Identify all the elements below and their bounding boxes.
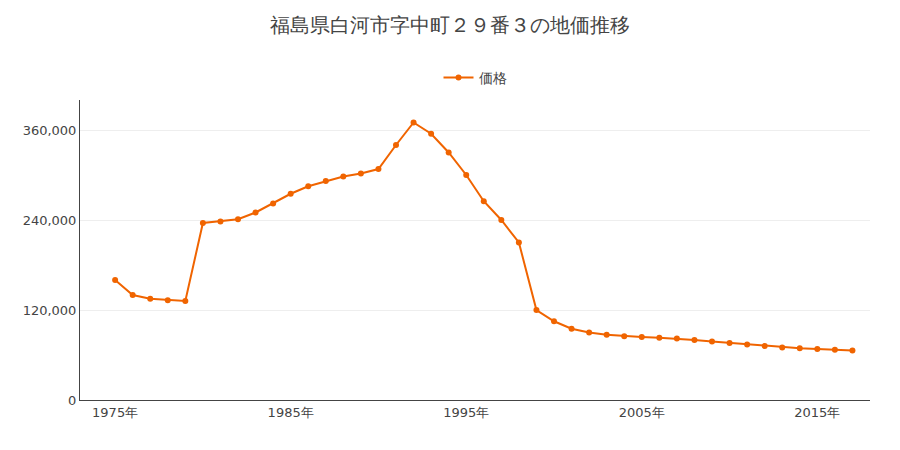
svg-text:福島県白河市字中町２９番３の地価推移: 福島県白河市字中町２９番３の地価推移 <box>270 13 630 37</box>
svg-text:1975年: 1975年 <box>92 405 138 420</box>
svg-text:360,000: 360,000 <box>23 123 77 138</box>
svg-text:0: 0 <box>68 393 76 408</box>
svg-text:240,000: 240,000 <box>23 213 77 228</box>
svg-text:1995年: 1995年 <box>443 405 489 420</box>
svg-text:120,000: 120,000 <box>23 303 77 318</box>
svg-text:2015年: 2015年 <box>794 405 840 420</box>
svg-text:2005年: 2005年 <box>619 405 665 420</box>
svg-text:1985年: 1985年 <box>268 405 314 420</box>
svg-text:価格: 価格 <box>479 70 507 86</box>
